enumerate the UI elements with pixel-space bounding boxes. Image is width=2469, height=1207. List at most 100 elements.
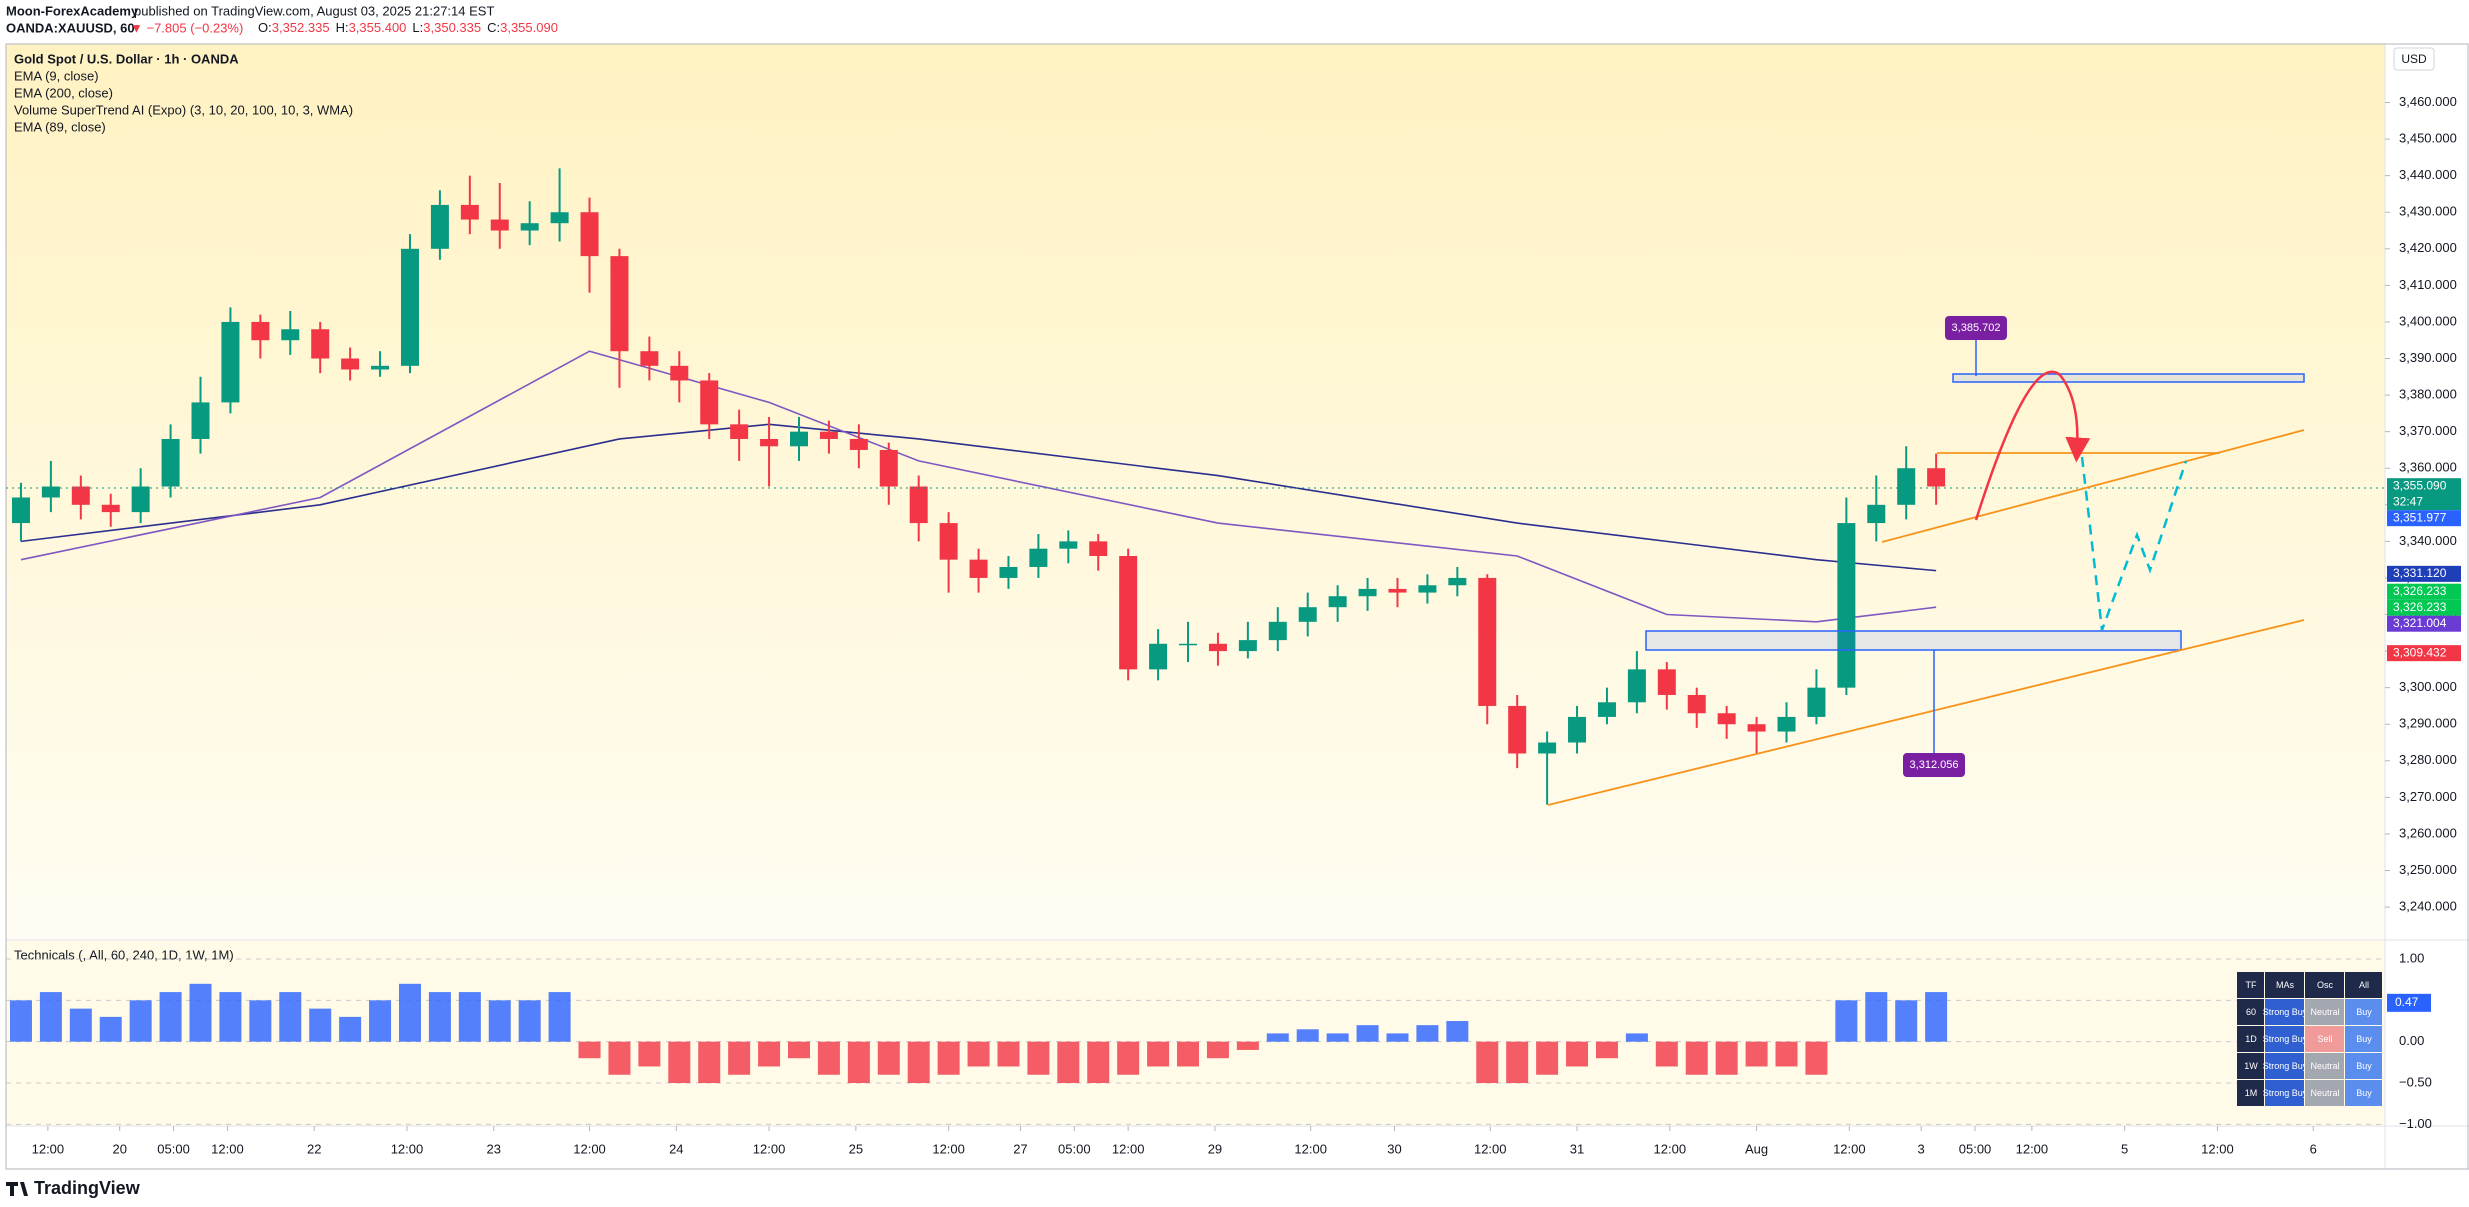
tech-bar (369, 1000, 392, 1042)
table-cell (2237, 972, 2264, 998)
tech-current: 0.47 (2395, 995, 2419, 1009)
x-tick-label: 12:00 (391, 1141, 424, 1156)
logo-icon (6, 1182, 28, 1196)
quote-key: C: (487, 20, 500, 35)
table-text: Strong Buy (2263, 1061, 2308, 1071)
drawings: 3,385.702 3,312.056 (6, 316, 2385, 806)
tech-bar (608, 1041, 631, 1075)
table-text: 1M (2245, 1088, 2258, 1098)
x-tick-label: 3 (1918, 1141, 1925, 1156)
x-tick-label: 31 (1570, 1141, 1584, 1156)
table-cell (2265, 1080, 2304, 1106)
candle-body (1837, 523, 1856, 688)
table-text: 60 (2246, 1007, 2256, 1017)
price-label: 3,331.120 (2393, 566, 2447, 580)
tech-bar (1206, 1041, 1229, 1059)
candle-body (790, 431, 808, 447)
candle-body (610, 256, 629, 352)
table-text: All (2359, 980, 2369, 990)
tech-bar (1566, 1041, 1589, 1067)
y-tick-label: 3,450.000 (2399, 131, 2457, 146)
table-text: MAs (2276, 980, 2295, 990)
candle-body (1448, 577, 1467, 586)
candle-body (1508, 705, 1527, 754)
candle-body (1149, 643, 1168, 670)
candle-body (939, 523, 958, 560)
tech-bar (1835, 1000, 1858, 1042)
tech-bar (279, 992, 302, 1042)
y-tick-label: 3,420.000 (2399, 240, 2457, 255)
y-tick-label: 3,360.000 (2399, 460, 2457, 475)
tech-bar (1147, 1041, 1170, 1067)
tech-bar (189, 983, 212, 1042)
table-cell (2345, 1053, 2382, 1079)
currency: USD (2401, 52, 2427, 66)
table-cell (2265, 999, 2304, 1025)
x-tick-label: 12:00 (753, 1141, 786, 1156)
candle-body (281, 329, 300, 341)
candle-body (1208, 643, 1227, 652)
annotation-box (1903, 753, 1965, 777)
y-tick-label: 3,290.000 (2399, 716, 2457, 731)
table-text: Neutral (2310, 1061, 2339, 1071)
quote: O:3,352.335 H:3,355.400 L:3,350.335 C:3,355… (258, 20, 558, 35)
candle-body (1358, 588, 1377, 597)
chart-frame (5, 43, 2469, 1170)
candle-body (1418, 585, 1437, 593)
table-cell (2265, 972, 2304, 998)
candle-body (1328, 596, 1347, 608)
x-tick-label: 12:00 (573, 1141, 606, 1156)
trendline (1881, 429, 2305, 543)
tradingview-logo: TradingView (6, 1178, 141, 1198)
tech-bar (1087, 1041, 1110, 1084)
tech-tick-label: 1.00 (2399, 950, 2424, 965)
candle-body (1627, 669, 1646, 703)
candle-body (101, 504, 120, 513)
footer-brand: TradingView (34, 1178, 141, 1198)
candle-body (1777, 716, 1796, 732)
candle-body (1687, 694, 1706, 714)
table-cell (2237, 1026, 2264, 1052)
candle-body (730, 424, 749, 439)
technicals-pane (6, 940, 2385, 1126)
x-tick-label: 12:00 (1833, 1141, 1866, 1156)
table-text: Strong Buy (2263, 1034, 2308, 1044)
table-cell (2265, 1026, 2304, 1052)
candle-body (11, 497, 30, 524)
quote-value: 3,352.335 (272, 20, 330, 35)
x-tick-label: 25 (849, 1141, 863, 1156)
tech-bar (488, 1000, 511, 1042)
x-tick-label: 29 (1208, 1141, 1222, 1156)
tech-bar (249, 1000, 272, 1042)
candle-body (1388, 588, 1407, 593)
price-label: 3,326.233 (2393, 584, 2447, 598)
x-tick-label: 30 (1387, 1141, 1401, 1156)
tech-bar (698, 1041, 721, 1084)
price-label-box (2387, 565, 2461, 582)
candle-body (520, 223, 539, 231)
table-text: Buy (2356, 1061, 2372, 1071)
candle-body (161, 438, 180, 487)
x-tick-label: 12:00 (1474, 1141, 1507, 1156)
countdown: 32:47 (2393, 494, 2423, 508)
y-tick-label: 3,380.000 (2399, 387, 2457, 402)
candle-body (1927, 468, 1946, 487)
tech-bar (1177, 1041, 1200, 1067)
tech-tick-label: 0.00 (2399, 1033, 2424, 1048)
tech-tick-label: −1.00 (2399, 1116, 2432, 1131)
currency-button[interactable] (2393, 47, 2435, 71)
legend-item: EMA (89, close) (14, 119, 106, 134)
x-tick-label: 05:00 (1959, 1141, 1992, 1156)
candle-body (670, 365, 689, 381)
price-label: 3,351.977 (2393, 510, 2447, 524)
quote-value: 3,350.335 (423, 20, 481, 35)
tech-bar (578, 1041, 601, 1059)
x-tick-label: 12:00 (211, 1141, 244, 1156)
tech-bar (1536, 1041, 1559, 1075)
y-tick-label: 3,280.000 (2399, 752, 2457, 767)
candle-body (909, 486, 928, 524)
tech-bar (548, 992, 571, 1042)
table-cell (2345, 1080, 2382, 1106)
tech-bar (1655, 1041, 1678, 1067)
candle-body (849, 438, 868, 450)
